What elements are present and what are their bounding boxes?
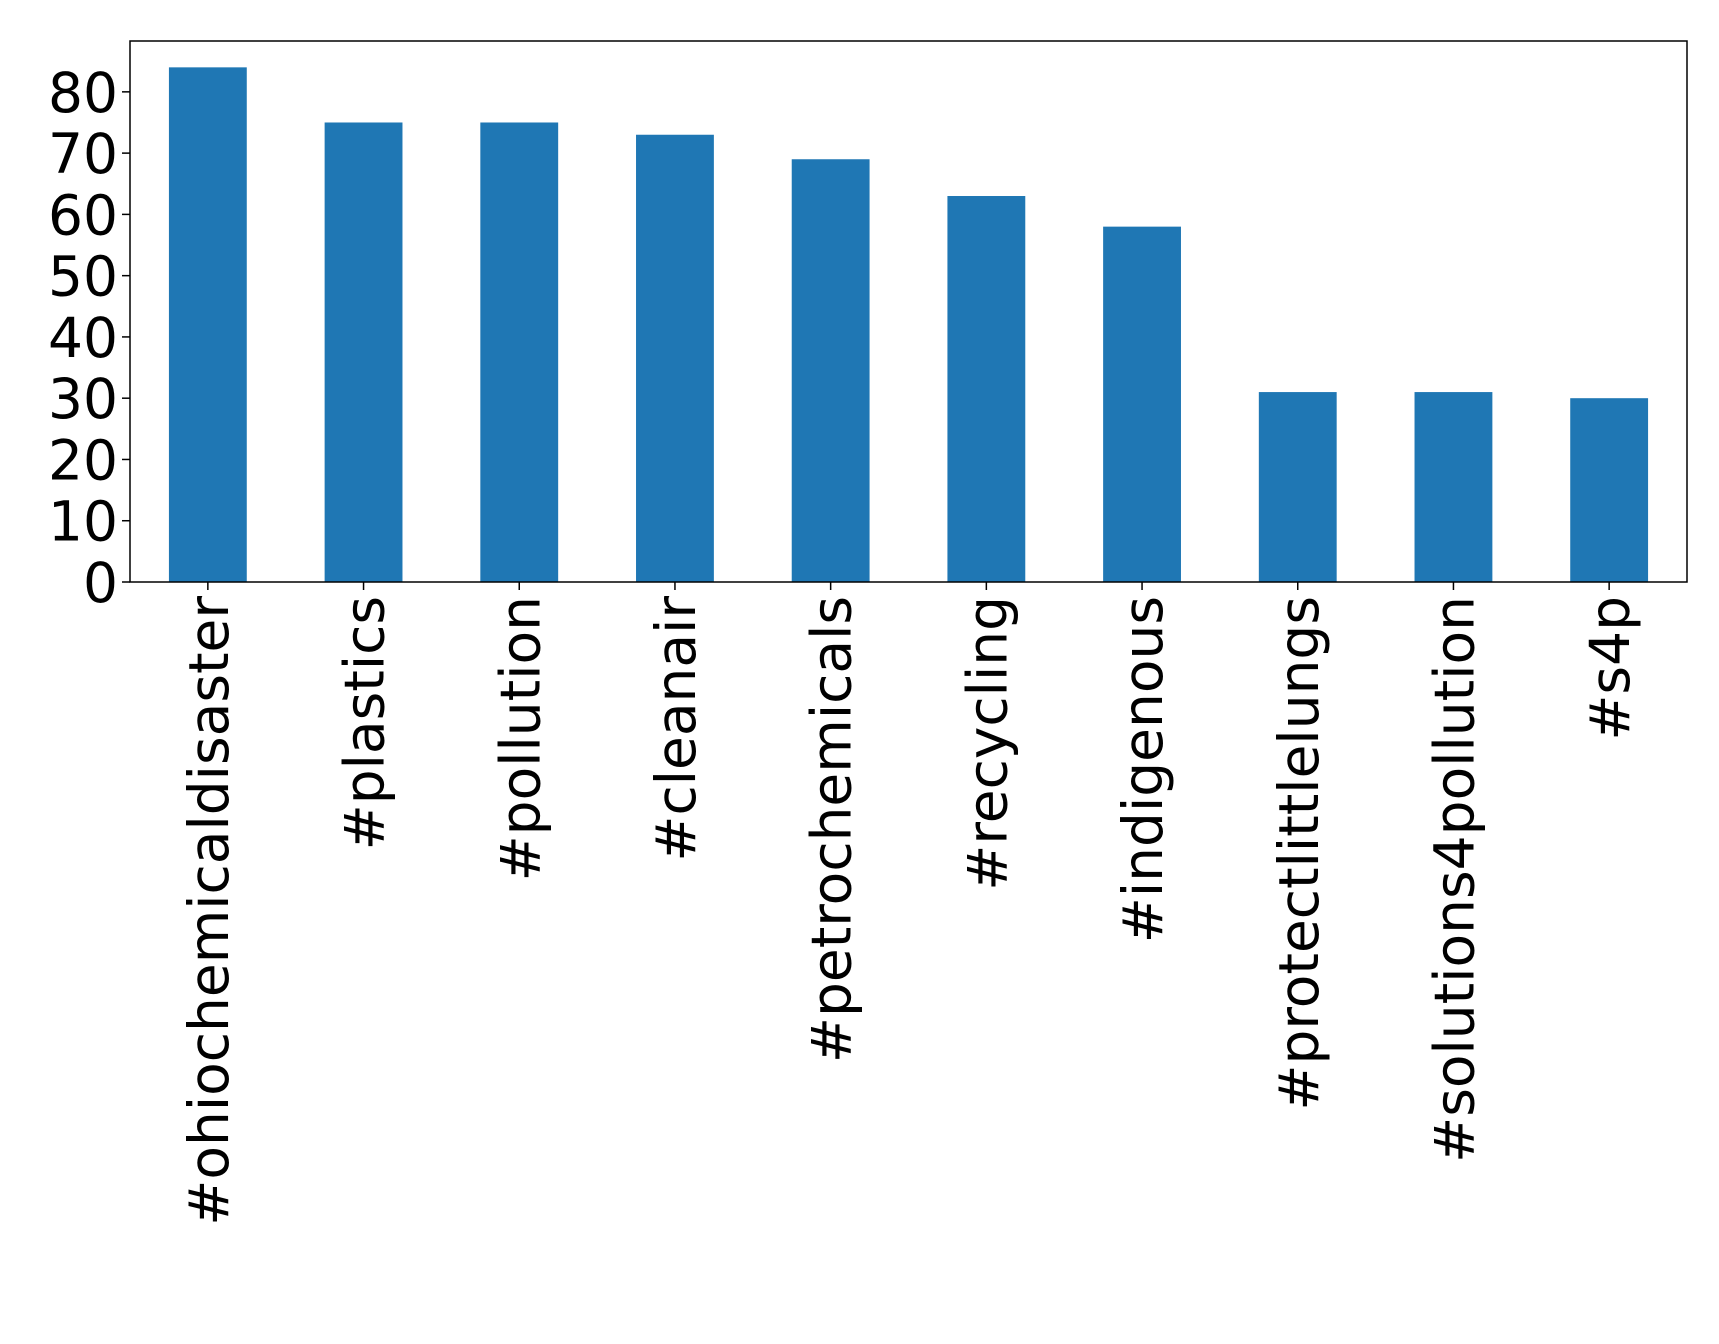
bar [1414,392,1493,582]
bar [947,196,1026,582]
x-tick-label: #indigenous [1111,596,1175,943]
x-tick-label: #petrochemicals [800,596,864,1063]
y-tick-label: 50 [48,245,118,309]
bar [1258,392,1337,582]
x-tick-label: #cleanair [644,596,708,862]
plot-frame [129,40,1688,583]
y-tick-label: 10 [48,490,118,554]
y-tick-label: 70 [48,122,118,186]
bar [480,122,559,583]
x-tick-label: #pollution [488,596,552,881]
x-tick-label: #recycling [955,596,1019,891]
y-tick-label: 0 [83,551,118,615]
y-tick-label: 20 [48,428,118,492]
bar [324,122,403,583]
x-tick-label: #ohiochemicaldisaster [177,596,241,1226]
y-tick-label: 30 [48,367,118,431]
y-tick-label: 60 [48,183,118,247]
bar [791,159,870,582]
y-tick-label: 80 [48,61,118,125]
x-tick-label: #solutions4pollution [1422,596,1486,1163]
x-tick-label: #plastics [333,596,397,850]
bar [1570,398,1649,582]
x-tick-label: #protectlittlelungs [1267,596,1331,1111]
x-tick-label: #s4p [1578,596,1642,741]
bar [1103,226,1181,583]
y-tick-label: 40 [48,306,118,370]
bar [636,134,714,582]
bar [168,67,247,583]
